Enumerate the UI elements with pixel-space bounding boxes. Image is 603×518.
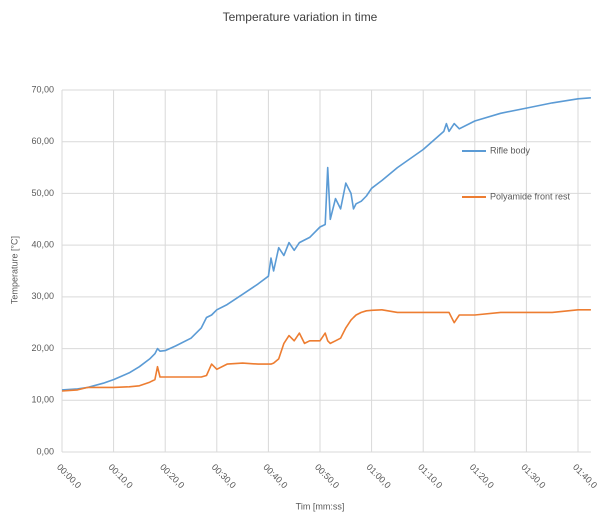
x-tick-label: 00:00,0 [55, 462, 83, 490]
x-tick-label: 00:10,0 [107, 462, 135, 490]
x-tick-label: 00:40,0 [261, 462, 289, 490]
y-tick-label: 40,00 [31, 240, 54, 250]
y-axis-label: Temperature [°C] [9, 236, 19, 304]
x-tick-label: 00:50,0 [313, 462, 341, 490]
x-tick-label: 01:30,0 [519, 462, 547, 490]
y-tick-label: 10,00 [31, 395, 54, 405]
x-tick-label: 00:20,0 [158, 462, 186, 490]
y-tick-label: 0,00 [36, 446, 54, 456]
y-tick-label: 20,00 [31, 343, 54, 353]
x-tick-label: 01:20,0 [468, 462, 496, 490]
y-tick-label: 60,00 [31, 136, 54, 146]
chart-title: Temperature variation in time [223, 10, 378, 24]
y-tick-label: 70,00 [31, 84, 54, 94]
x-tick-label: 01:00,0 [365, 462, 393, 490]
x-tick-label: 01:10,0 [416, 462, 444, 490]
legend-label: Rifle body [490, 145, 531, 155]
y-tick-label: 30,00 [31, 291, 54, 301]
y-tick-label: 50,00 [31, 188, 54, 198]
x-axis-label: Tim [mm:ss] [296, 501, 345, 511]
line-series [61, 309, 591, 392]
x-tick-label: 00:30,0 [210, 462, 238, 490]
line-series [61, 97, 591, 391]
x-tick-label: 01:40,0 [571, 462, 599, 490]
legend-label: Polyamide front rest [490, 191, 571, 201]
